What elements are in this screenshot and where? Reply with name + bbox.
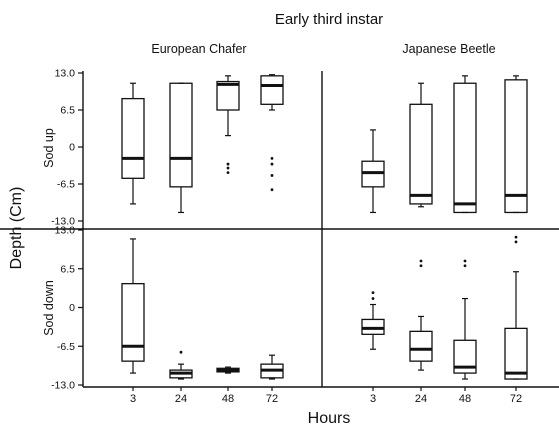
row-label-sod-down: Sod down (42, 280, 56, 336)
y-tick-label: 13.0 (55, 225, 76, 237)
x-tick-label: 72 (266, 393, 278, 405)
box-japanese-beetle-sod-up-48h (453, 82, 477, 214)
x-tick-label: 24 (415, 393, 427, 405)
outlier-european-chafer-sod-up-48h (226, 166, 230, 170)
y-tick-label: 0 (69, 302, 75, 314)
outlier-european-chafer-sod-up-72h (270, 156, 274, 160)
column-title-japanese-beetle: Japanese Beetle (402, 42, 495, 56)
outlier-european-chafer-sod-down-24h (179, 350, 183, 354)
box-japanese-beetle-sod-down-24h (409, 330, 433, 362)
box-japanese-beetle-sod-up-24h (409, 103, 433, 205)
y-tick-label: 13.0 (55, 68, 76, 80)
outlier-japanese-beetle-sod-down-48h (463, 264, 467, 268)
x-tick-label: 3 (370, 393, 376, 405)
box-european-chafer-sod-down-3h (121, 283, 145, 362)
y-tick-label: -6.5 (57, 341, 75, 353)
outlier-japanese-beetle-sod-down-3h (371, 291, 375, 294)
x-axis-label: Hours (308, 410, 351, 427)
outlier-japanese-beetle-sod-down-3h (371, 297, 375, 300)
x-tick-label: 48 (222, 393, 234, 405)
outlier-japanese-beetle-sod-down-72h (514, 240, 518, 244)
outlier-japanese-beetle-sod-down-48h (463, 259, 467, 263)
outlier-japanese-beetle-sod-down-24h (419, 264, 423, 268)
y-tick-label: -13.0 (51, 380, 75, 392)
outlier-european-chafer-sod-up-72h (270, 162, 274, 166)
y-tick-label: 6.5 (60, 263, 75, 275)
outlier-european-chafer-sod-up-72h (270, 188, 274, 192)
y-axis-label: Depth (Cm) (8, 187, 25, 270)
column-title-european-chafer: European Chafer (151, 42, 246, 56)
y-tick-label: -6.5 (57, 179, 75, 191)
box-european-chafer-sod-up-48h (216, 80, 240, 111)
box-japanese-beetle-sod-up-72h (504, 79, 528, 214)
plot-layer: 13.06.50-6.5-13.013.06.50-6.5-13.03 24 48 7… (0, 68, 559, 405)
box-japanese-beetle-sod-down-72h (504, 327, 528, 380)
outlier-european-chafer-sod-up-72h (270, 174, 274, 177)
y-tick-label: 6.5 (60, 105, 75, 117)
y-tick-label: 0 (69, 142, 75, 154)
x-tick-label: 3 (130, 393, 136, 405)
box-japanese-beetle-sod-down-48h (453, 339, 477, 374)
x-tick-label: 24 (175, 393, 187, 405)
outlier-japanese-beetle-sod-down-24h (419, 259, 423, 263)
outlier-european-chafer-sod-up-48h (226, 171, 230, 175)
x-tick-label: 48 (459, 393, 471, 405)
outlier-european-chafer-sod-up-48h (226, 162, 230, 166)
box-european-chafer-sod-up-3h (121, 97, 145, 179)
row-label-sod-up: Sod up (42, 128, 56, 168)
outlier-japanese-beetle-sod-down-72h (514, 235, 518, 239)
y-tick-label: -13.0 (51, 216, 75, 228)
box-european-chafer-sod-up-24h (169, 82, 193, 188)
chart-title: Early third instar (275, 11, 383, 28)
x-tick-label: 72 (510, 393, 522, 405)
box-european-chafer-sod-up-72h (260, 75, 284, 105)
